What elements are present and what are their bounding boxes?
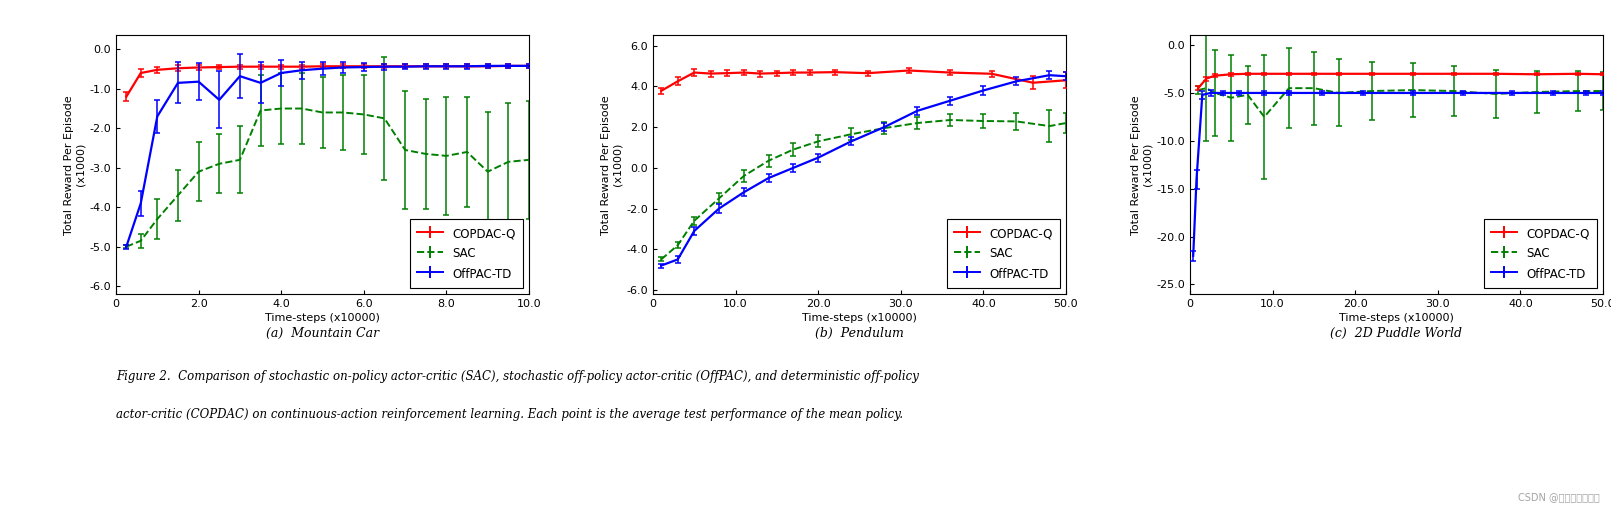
Text: CSDN @西西弗的小蚂蚁: CSDN @西西弗的小蚂蚁 — [1518, 492, 1600, 502]
Legend: COPDAC-Q, SAC, OffPAC-TD: COPDAC-Q, SAC, OffPAC-TD — [411, 219, 524, 288]
X-axis label: Time-steps (x10000): Time-steps (x10000) — [1339, 313, 1453, 323]
Text: Figure 2.  Comparison of stochastic on-policy actor-critic (SAC), stochastic off: Figure 2. Comparison of stochastic on-po… — [116, 370, 918, 383]
Text: (a)  Mountain Car: (a) Mountain Car — [266, 327, 379, 340]
Legend: COPDAC-Q, SAC, OffPAC-TD: COPDAC-Q, SAC, OffPAC-TD — [1484, 219, 1597, 288]
X-axis label: Time-steps (x10000): Time-steps (x10000) — [802, 313, 917, 323]
Y-axis label: Total Reward Per Episode
(x1000): Total Reward Per Episode (x1000) — [1131, 95, 1152, 235]
Text: actor-critic (COPDAC) on continuous-action reinforcement learning. Each point is: actor-critic (COPDAC) on continuous-acti… — [116, 408, 904, 421]
Text: (c)  2D Puddle World: (c) 2D Puddle World — [1331, 327, 1463, 340]
Legend: COPDAC-Q, SAC, OffPAC-TD: COPDAC-Q, SAC, OffPAC-TD — [947, 219, 1060, 288]
X-axis label: Time-steps (x10000): Time-steps (x10000) — [266, 313, 380, 323]
Text: (b)  Pendulum: (b) Pendulum — [815, 327, 904, 340]
Y-axis label: Total Reward Per Episode
(x1000): Total Reward Per Episode (x1000) — [63, 95, 85, 235]
Y-axis label: Total Reward Per Episode
(x1000): Total Reward Per Episode (x1000) — [601, 95, 622, 235]
